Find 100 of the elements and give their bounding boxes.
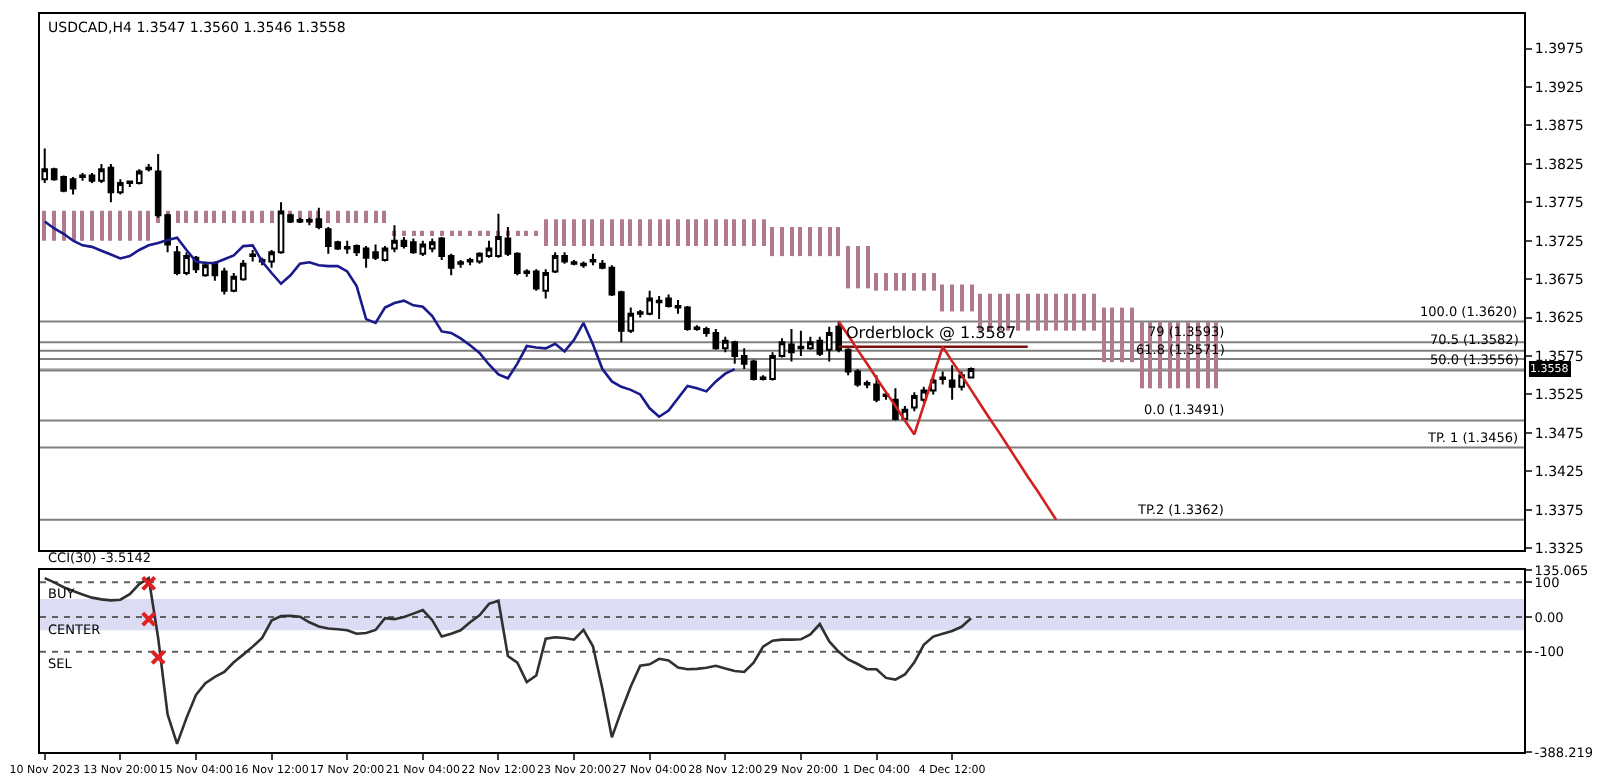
bar [808, 226, 812, 257]
bar [970, 284, 974, 312]
bar [1072, 293, 1077, 331]
bar [562, 219, 566, 247]
bar [798, 226, 802, 257]
candlestick [939, 370, 946, 386]
bar [232, 210, 236, 224]
bar [978, 293, 982, 331]
bar [118, 210, 122, 241]
bar [866, 246, 870, 289]
bar [478, 230, 482, 236]
bar [818, 226, 822, 257]
bar [582, 219, 586, 247]
bar [836, 226, 840, 257]
bar [790, 226, 794, 257]
bar [780, 226, 784, 257]
bar [1102, 307, 1106, 363]
bar [176, 210, 180, 224]
bar [902, 273, 906, 291]
bar [676, 219, 680, 247]
bar [1016, 293, 1020, 331]
line-series [43, 576, 973, 746]
candlestick [249, 248, 256, 263]
bar [184, 210, 188, 224]
bar [138, 210, 142, 241]
bar [590, 219, 594, 247]
bar [374, 210, 378, 224]
bar [204, 210, 208, 224]
bar [194, 210, 198, 224]
bar [430, 230, 434, 236]
bar [420, 230, 424, 236]
bar [72, 210, 76, 241]
bar [1110, 307, 1114, 363]
bar [90, 210, 94, 241]
bar [960, 284, 964, 312]
bar [714, 219, 718, 247]
bar [80, 210, 84, 241]
bar [354, 210, 358, 224]
candlestick [145, 162, 153, 173]
bar [648, 219, 652, 247]
bar [1036, 293, 1040, 331]
bar [1026, 293, 1030, 331]
line-series [837, 320, 1058, 522]
bar [242, 210, 246, 224]
bar [486, 230, 491, 236]
bar [260, 210, 264, 224]
bar [1120, 307, 1124, 363]
bar [382, 210, 387, 224]
bar [742, 219, 746, 247]
bar [516, 230, 520, 236]
bar [600, 219, 604, 247]
bar [440, 230, 444, 236]
bar [1064, 293, 1068, 331]
bar [554, 219, 558, 247]
bar [998, 293, 1002, 331]
bar [770, 226, 774, 257]
bar [402, 230, 406, 236]
bar [752, 219, 756, 247]
bar [666, 219, 670, 247]
bar [846, 246, 850, 289]
bar [732, 219, 736, 247]
bar [128, 210, 132, 241]
bar [912, 273, 916, 291]
bar [450, 230, 454, 236]
bar [724, 219, 728, 247]
bar [686, 219, 690, 247]
bar [828, 226, 832, 257]
bar [326, 210, 330, 224]
bar [524, 230, 528, 236]
bar [884, 273, 888, 291]
bar [762, 219, 766, 247]
bar [1006, 293, 1010, 331]
line-series [43, 220, 737, 419]
series-label: Orderblock @ 1.3587 [846, 324, 1017, 342]
bar [108, 210, 112, 241]
bar [222, 210, 226, 224]
bar [346, 210, 350, 224]
bar [874, 273, 878, 291]
bar [336, 210, 340, 224]
bar [212, 210, 216, 224]
bar [856, 246, 860, 289]
bar [468, 230, 472, 236]
bar [1044, 293, 1048, 331]
bar [1140, 322, 1144, 389]
bar [1054, 293, 1058, 331]
bar [1082, 293, 1086, 331]
bar [894, 273, 898, 291]
candlestick [589, 252, 597, 267]
bar [146, 210, 150, 241]
bar [628, 219, 632, 247]
bar [610, 219, 614, 247]
bar [932, 273, 936, 291]
bar [638, 219, 642, 247]
bar [534, 230, 538, 236]
bar [1092, 293, 1096, 331]
bar [694, 219, 698, 247]
bar [42, 210, 46, 241]
bar [1130, 307, 1134, 363]
bar [250, 210, 254, 224]
bar [364, 210, 368, 224]
